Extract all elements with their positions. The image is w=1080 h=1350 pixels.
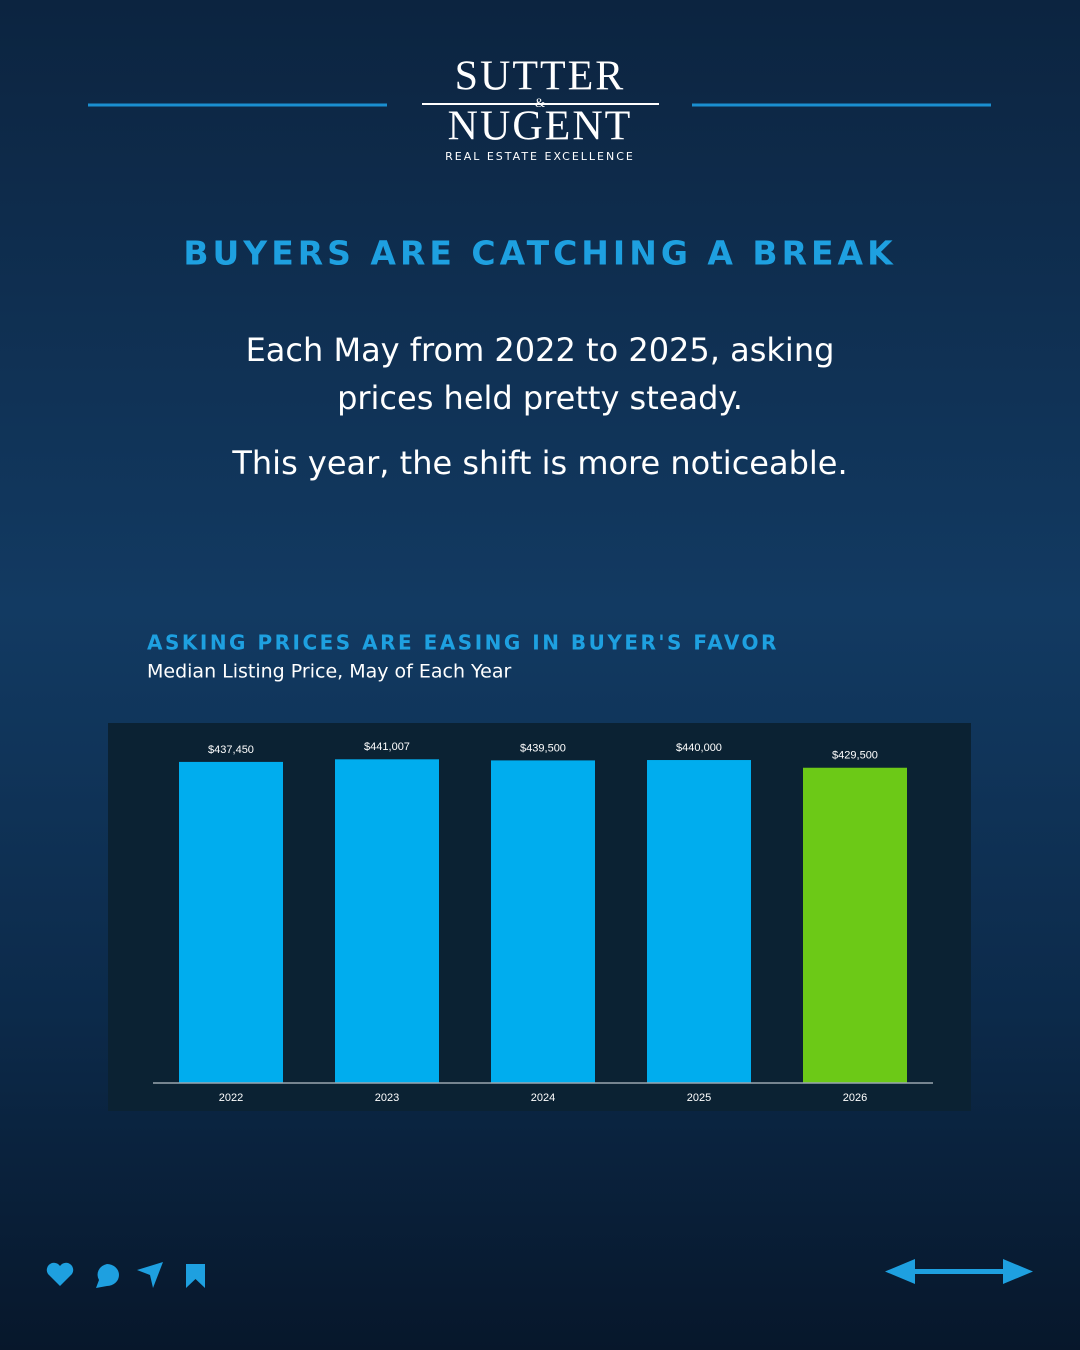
bar <box>335 759 439 1083</box>
x-tick-label: 2022 <box>219 1092 243 1104</box>
share-icon[interactable] <box>137 1262 163 1288</box>
x-tick-label: 2023 <box>375 1092 399 1104</box>
save-icon[interactable] <box>186 1264 205 1288</box>
brand-amp: & <box>535 95 545 110</box>
value-label: $439,500 <box>520 742 566 754</box>
value-label: $440,000 <box>676 742 722 754</box>
value-label: $437,450 <box>208 744 254 756</box>
body-line: This year, the shift is more noticeable. <box>231 444 847 482</box>
chart-subtitle: Median Listing Price, May of Each Year <box>147 661 511 683</box>
bar <box>803 767 907 1083</box>
comment-icon[interactable] <box>96 1264 119 1288</box>
body-line: prices held pretty steady. <box>337 379 743 417</box>
brand-bottom: NUGENT <box>448 104 633 150</box>
swipe-arrow[interactable] <box>885 1259 1033 1284</box>
bar <box>179 761 283 1083</box>
tagline: REAL ESTATE EXCELLENCE <box>445 150 635 163</box>
like-icon[interactable] <box>46 1262 74 1286</box>
plot: 2022 $437,450 2023 $441,007 2024 $439,500 2025… <box>179 741 907 1104</box>
value-label: $441,007 <box>364 741 410 753</box>
bar <box>491 760 595 1083</box>
headline: BUYERS ARE CATCHING A BREAK <box>183 234 896 273</box>
x-tick-label: 2024 <box>531 1092 555 1104</box>
x-tick-label: 2025 <box>687 1092 711 1104</box>
social-icons <box>46 1262 205 1288</box>
bar <box>647 760 751 1083</box>
chart-title: ASKING PRICES ARE EASING IN BUYER'S FAVO… <box>147 631 779 655</box>
brand-top: SUTTER <box>455 54 626 100</box>
value-label: $429,500 <box>832 750 878 762</box>
x-tick-label: 2026 <box>843 1092 867 1104</box>
body-line: Each May from 2022 to 2025, asking <box>246 331 835 369</box>
